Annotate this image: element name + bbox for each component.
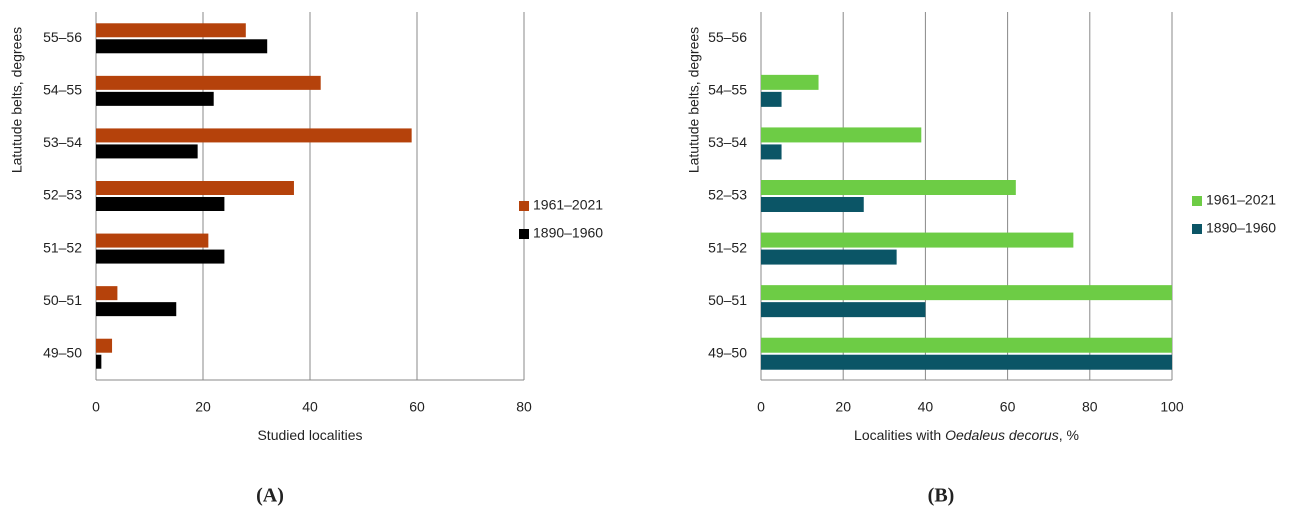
bar bbox=[96, 302, 177, 317]
y-tick-label: 52–53 bbox=[708, 187, 747, 203]
bar bbox=[96, 91, 214, 106]
bar bbox=[761, 127, 922, 143]
bar bbox=[761, 354, 1172, 370]
bar bbox=[96, 233, 209, 248]
legend-swatch bbox=[1192, 224, 1202, 234]
y-axis-label: Latutude belts, degrees bbox=[9, 27, 25, 173]
bar bbox=[96, 181, 294, 195]
legend-swatch bbox=[519, 201, 529, 211]
x-tick-label: 0 bbox=[757, 399, 765, 415]
y-tick-label: 55–56 bbox=[708, 29, 747, 45]
bar bbox=[96, 354, 102, 369]
y-tick-label: 53–54 bbox=[43, 134, 82, 150]
panel-label: (B) bbox=[928, 485, 955, 507]
legend-label: 1890–1960 bbox=[533, 225, 603, 241]
y-tick-label: 55–56 bbox=[43, 29, 82, 45]
x-axis-label-part: Studied localities bbox=[257, 427, 362, 443]
y-tick-label: 54–55 bbox=[708, 82, 747, 98]
x-tick-label: 60 bbox=[409, 399, 425, 415]
bar bbox=[761, 197, 864, 212]
bar bbox=[761, 285, 1172, 301]
bar bbox=[96, 23, 246, 38]
x-tick-label: 0 bbox=[92, 399, 100, 415]
bar bbox=[761, 180, 1016, 195]
bar bbox=[96, 338, 113, 353]
bar bbox=[761, 302, 926, 318]
panel-label: (A) bbox=[256, 485, 284, 507]
x-axis-label: Studied localities bbox=[257, 427, 362, 443]
bar bbox=[761, 232, 1074, 248]
bar bbox=[96, 249, 225, 264]
x-tick-label: 80 bbox=[516, 399, 532, 415]
y-tick-label: 54–55 bbox=[43, 82, 82, 98]
y-tick-label: 51–52 bbox=[43, 239, 82, 255]
legend-label: 1890–1960 bbox=[1206, 220, 1276, 236]
legend-label: 1961–2021 bbox=[1206, 192, 1276, 208]
x-axis-label: Localities with Oedaleus decorus, % bbox=[854, 427, 1079, 443]
y-tick-label: 52–53 bbox=[43, 187, 82, 203]
x-tick-label: 60 bbox=[1000, 399, 1016, 415]
bar bbox=[96, 75, 321, 90]
bar bbox=[761, 144, 782, 160]
bar bbox=[96, 128, 412, 143]
y-tick-label: 53–54 bbox=[708, 134, 747, 150]
x-tick-label: 40 bbox=[302, 399, 318, 415]
legend-swatch bbox=[519, 229, 529, 239]
x-tick-label: 80 bbox=[1082, 399, 1098, 415]
bar bbox=[96, 144, 198, 159]
bar bbox=[761, 337, 1172, 353]
y-tick-label: 50–51 bbox=[708, 292, 747, 308]
y-tick-label: 51–52 bbox=[708, 239, 747, 255]
x-axis-label-part: Oedaleus decorus bbox=[945, 427, 1059, 443]
y-tick-label: 50–51 bbox=[43, 292, 82, 308]
x-axis-label-part: Localities with bbox=[854, 427, 945, 443]
y-axis-label: Latutude belts, degrees bbox=[686, 27, 702, 173]
bar bbox=[96, 39, 268, 54]
bar bbox=[761, 91, 782, 107]
x-tick-label: 20 bbox=[195, 399, 211, 415]
y-tick-label: 49–50 bbox=[43, 344, 82, 360]
bar bbox=[761, 74, 819, 90]
x-tick-label: 100 bbox=[1160, 399, 1184, 415]
y-tick-label: 49–50 bbox=[708, 344, 747, 360]
x-tick-label: 40 bbox=[918, 399, 934, 415]
legend-swatch bbox=[1192, 196, 1202, 206]
x-axis-label-part: , % bbox=[1059, 427, 1079, 443]
bar bbox=[96, 286, 118, 301]
bar bbox=[761, 249, 897, 265]
x-tick-label: 20 bbox=[835, 399, 851, 415]
bar bbox=[96, 197, 225, 211]
legend-label: 1961–2021 bbox=[533, 197, 603, 213]
